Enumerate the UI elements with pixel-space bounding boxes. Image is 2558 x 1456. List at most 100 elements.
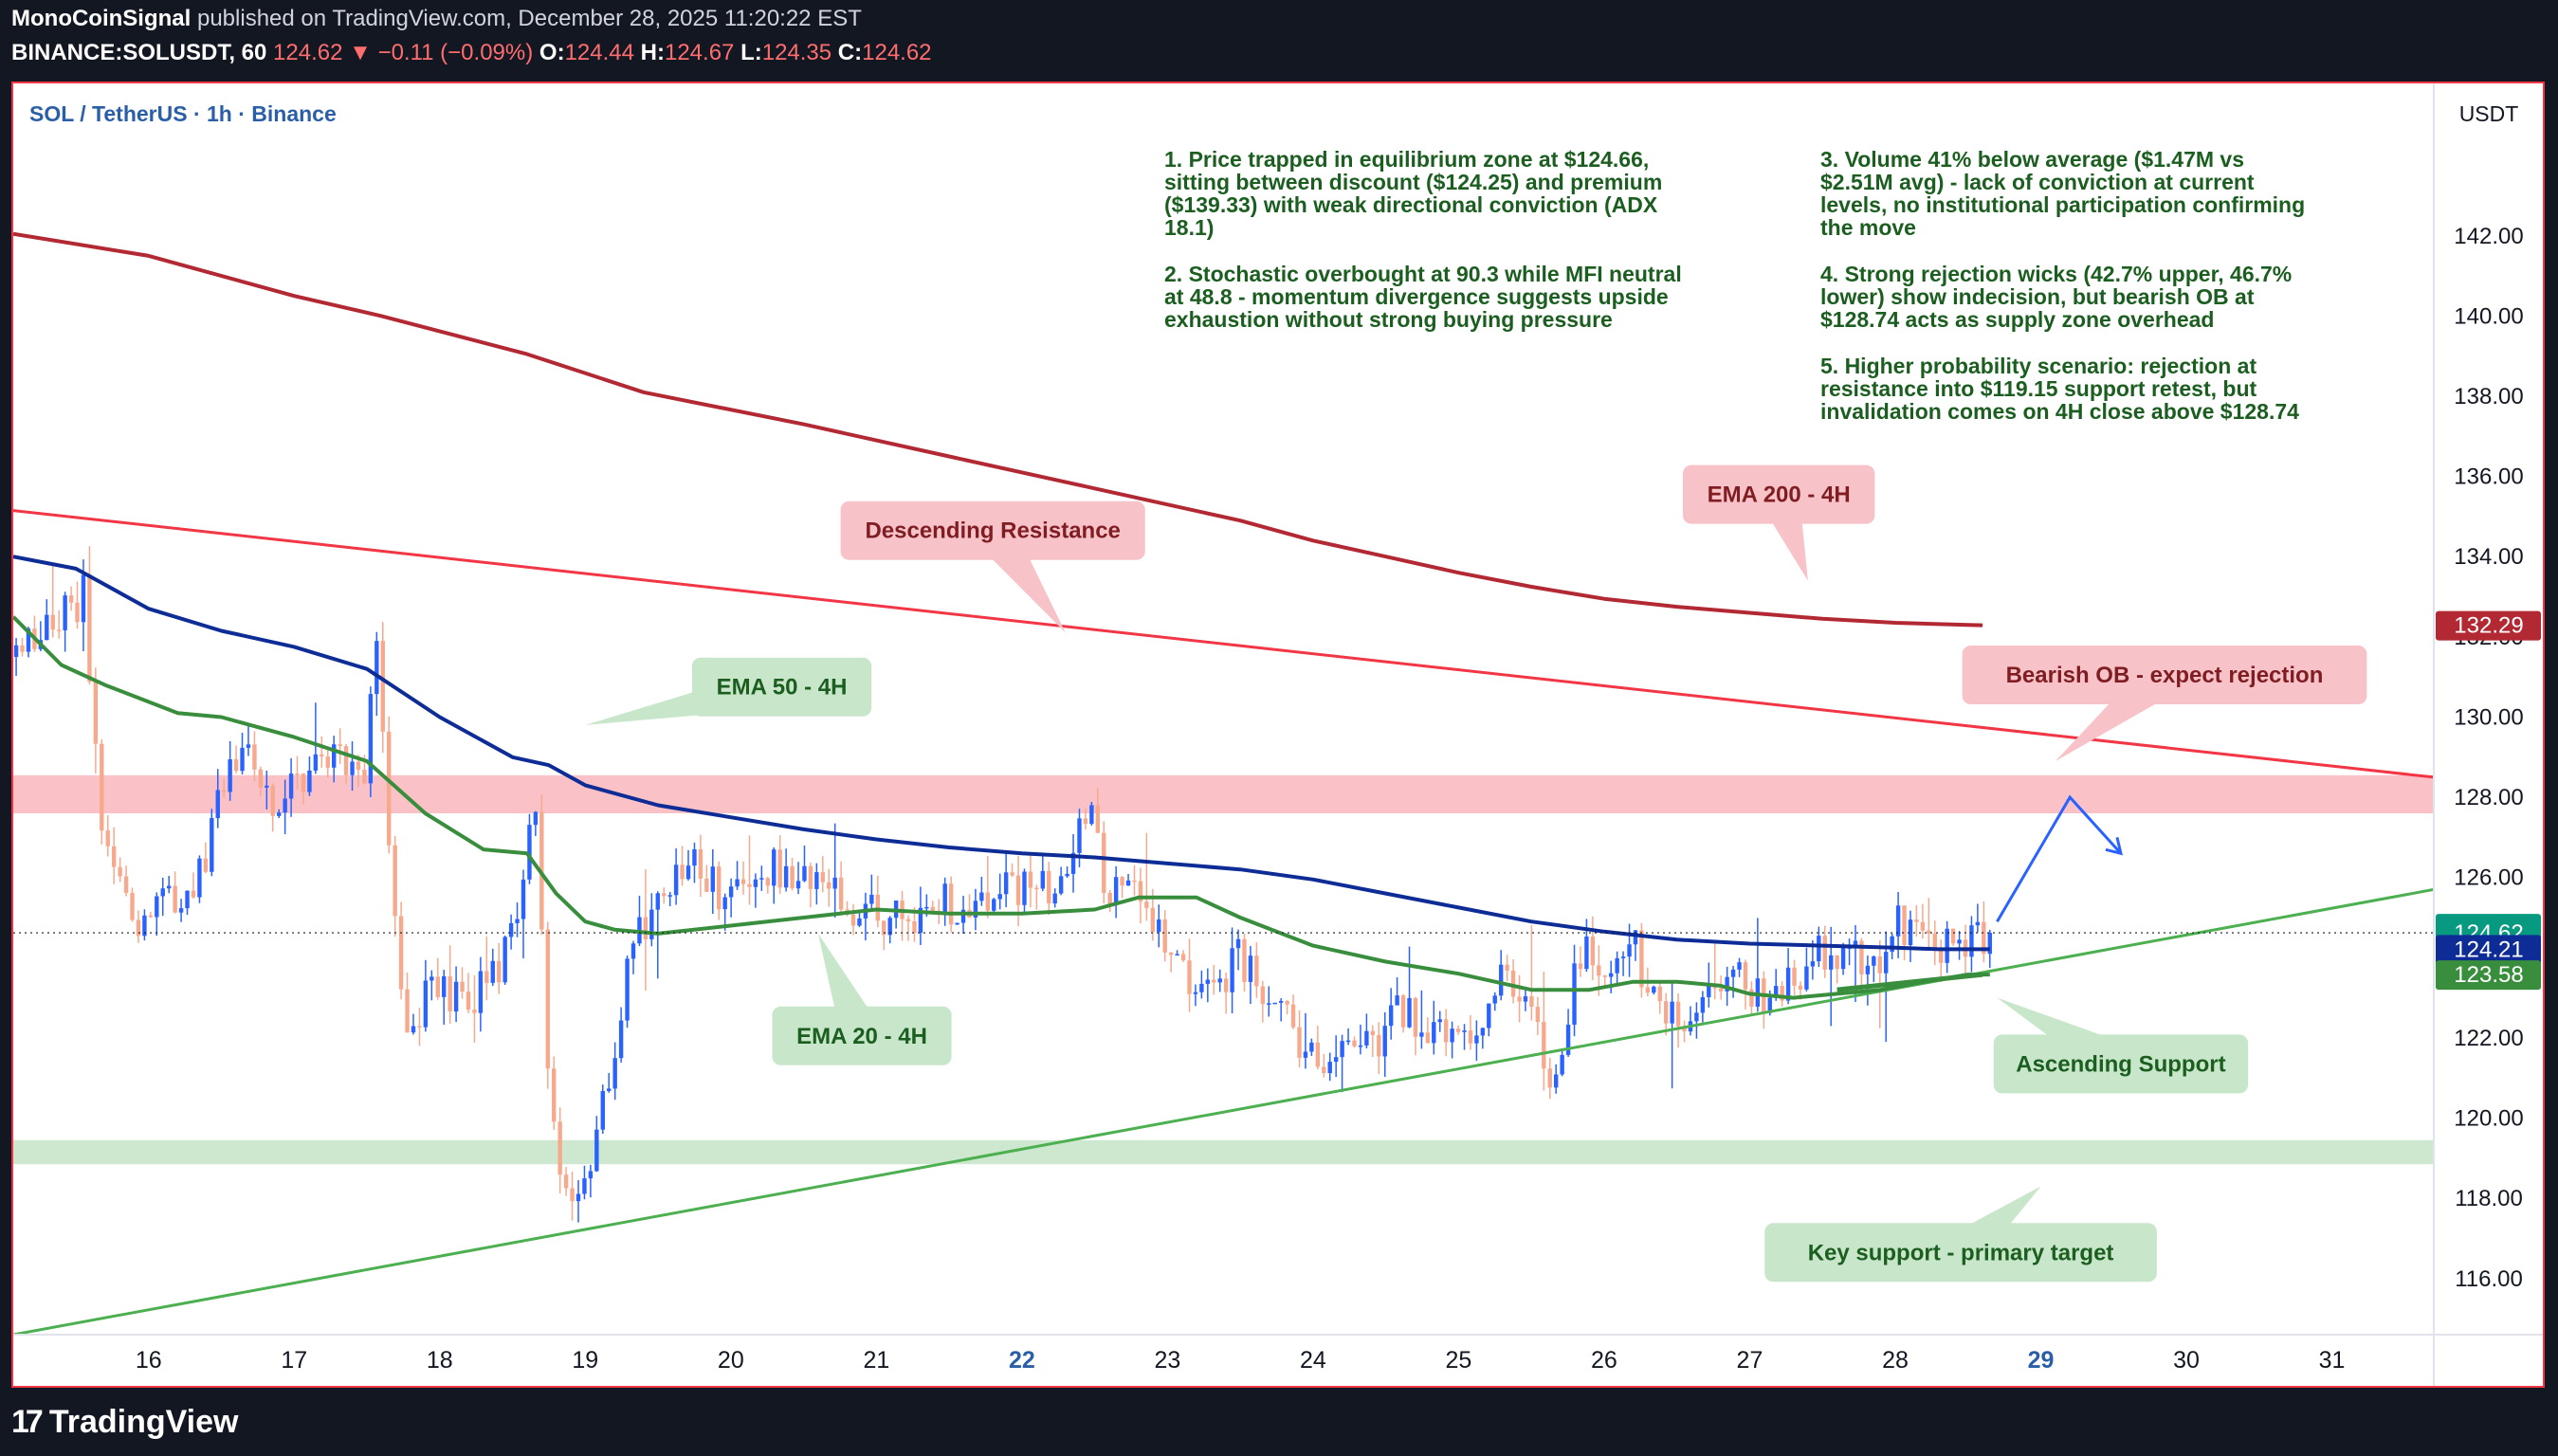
candle-body (912, 920, 917, 934)
candle (270, 783, 275, 832)
candle-body (1517, 996, 1522, 1002)
projection-arrowhead-icon (2105, 836, 2123, 856)
candle-body (985, 892, 991, 911)
candle-body (802, 865, 807, 882)
candle-body (1212, 979, 1216, 983)
candle-body (1443, 1019, 1449, 1043)
candle-body (1235, 938, 1241, 949)
candle-body (1352, 1040, 1357, 1046)
author-name[interactable]: MonoCoinSignal (11, 6, 192, 31)
label-bearish-ob: Bearish OB - expect rejection (1962, 646, 2367, 761)
candle (576, 1180, 581, 1223)
candle (484, 936, 489, 1001)
candle (1205, 968, 1211, 1003)
candle (612, 1042, 617, 1101)
candle-body (1817, 936, 1821, 962)
candle-body (1939, 949, 1944, 963)
candle (325, 748, 330, 778)
candle-body (26, 628, 31, 652)
candle-body (221, 790, 227, 792)
candle (1468, 1015, 1473, 1050)
candle (1437, 1010, 1442, 1032)
note-line: $2.51M avg) - lack of conviction at curr… (1820, 170, 2255, 194)
candle (68, 586, 74, 611)
price-chart[interactable]: Descending Resistance EMA 200 - 4H EMA 50 … (13, 83, 2543, 1386)
candle-body (1780, 986, 1784, 1001)
candle (1792, 959, 1797, 995)
candle-body (1652, 986, 1656, 993)
x-tick-label: 17 (281, 1347, 307, 1374)
candle-body (1798, 985, 1803, 990)
candle-body (387, 731, 392, 846)
candle (692, 842, 697, 883)
candle-body (393, 845, 397, 917)
candle (814, 863, 819, 905)
candle-body (1077, 818, 1082, 853)
candle (368, 686, 374, 798)
candle-body (1015, 875, 1021, 905)
candle (1675, 992, 1681, 1048)
candle-body (20, 645, 25, 652)
candle-body (857, 918, 862, 926)
candle-body (1425, 1032, 1431, 1044)
candle-body (704, 878, 709, 892)
candle-body (1730, 969, 1736, 977)
candle-body (838, 877, 844, 910)
candle-body (918, 907, 923, 934)
note-line: 18.1) (1164, 215, 1214, 240)
candle-body (1248, 956, 1253, 982)
candle-body (1223, 978, 1229, 992)
candle (1920, 903, 1926, 939)
candle (533, 810, 539, 837)
brand-name[interactable]: TradingView (48, 1403, 239, 1440)
candle-body (960, 909, 966, 923)
candle (985, 855, 991, 919)
candle-body (1487, 1003, 1491, 1028)
x-tick-label: 18 (427, 1347, 453, 1374)
candle (105, 814, 110, 857)
candle (1058, 866, 1064, 896)
candle-body (1645, 987, 1651, 993)
candle (173, 871, 177, 914)
candle (1400, 993, 1406, 1033)
chart-frame[interactable]: Descending Resistance EMA 200 - 4H EMA 50 … (11, 82, 2545, 1388)
candle (838, 861, 844, 914)
candle (1157, 904, 1161, 948)
y-tick-label: 116.00 (2455, 1266, 2523, 1292)
candle-body (545, 929, 550, 1069)
candle-body (717, 866, 722, 910)
candle (570, 1172, 575, 1221)
candle-body (973, 901, 978, 918)
candle (1730, 965, 1736, 998)
candle-body (1498, 964, 1504, 996)
candle (600, 1084, 605, 1134)
candle-body (1773, 986, 1779, 998)
symbol-interval[interactable]: BINANCE:SOLUSDT, 60 (11, 40, 267, 65)
candle (790, 857, 795, 891)
candle (1212, 965, 1216, 995)
candle (502, 935, 507, 985)
candle (13, 638, 19, 677)
candle-body (1804, 966, 1809, 990)
candle-body (1884, 952, 1889, 974)
candle (740, 861, 746, 895)
x-tick-label: 21 (863, 1347, 889, 1374)
candle (765, 877, 770, 894)
candle (1443, 1009, 1449, 1057)
candle (1364, 1013, 1369, 1048)
candle (1822, 925, 1827, 978)
x-tick-label: 24 (1300, 1347, 1326, 1374)
candle (594, 1116, 599, 1173)
candle-body (1168, 952, 1174, 956)
candle-body (210, 818, 214, 872)
candle (802, 845, 807, 883)
candle-body (997, 894, 1002, 900)
candle (453, 966, 459, 1023)
candle (1358, 1024, 1363, 1055)
candle (1419, 990, 1424, 1049)
candle (649, 893, 654, 947)
candle-body (429, 976, 434, 981)
candle-body (1309, 1042, 1314, 1052)
candle (1327, 1052, 1332, 1082)
label-descending-resistance: Descending Resistance (840, 500, 1145, 633)
